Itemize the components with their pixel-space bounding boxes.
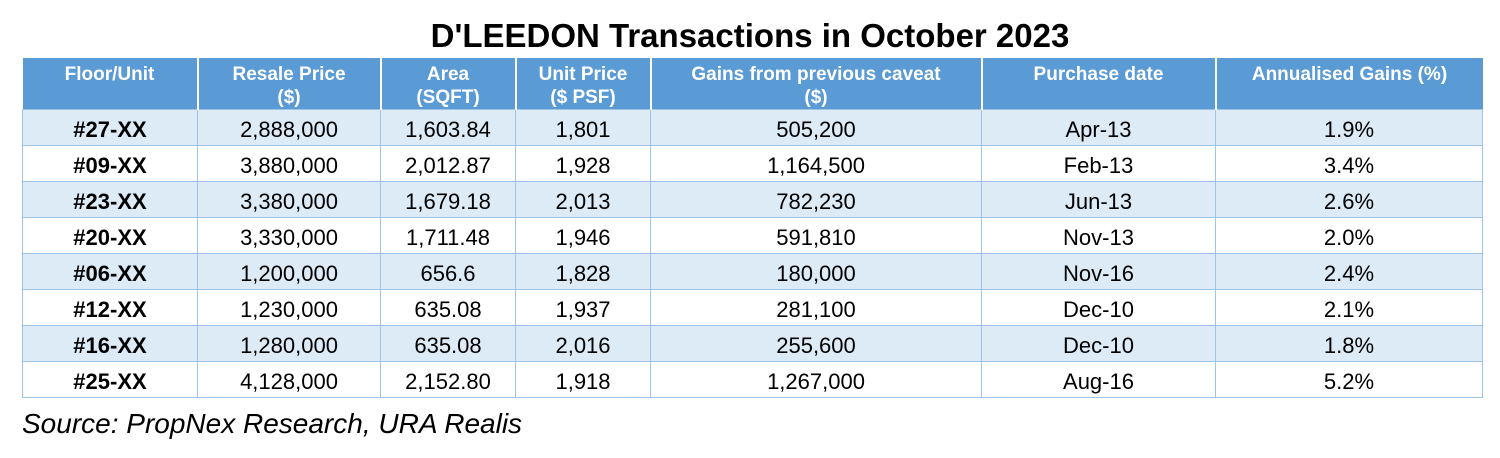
column-header: Area (SQFT): [379, 58, 516, 110]
column-header-label: Purchase date: [1033, 64, 1164, 85]
table-cell-unit: #25-XX: [22, 361, 198, 398]
column-header-unit: ($ PSF): [550, 87, 616, 108]
column-header: Gains from previous caveat ($): [649, 58, 982, 110]
table-cell-unit: #09-XX: [22, 145, 198, 182]
column-header-label: Annualised Gains (%): [1251, 64, 1448, 85]
table-row: #12-XX 1,230,000 635.08 1,937 281,100 Dec-10 2…: [22, 289, 1483, 326]
table-cell-unit: #06-XX: [22, 253, 198, 290]
column-header-label: Gains from previous caveat: [691, 64, 941, 85]
table-cell-unit: #23-XX: [22, 181, 198, 218]
table-cell: 1,928: [515, 145, 651, 182]
table-cell: 1,918: [515, 361, 651, 398]
table-cell: Aug-16: [981, 361, 1216, 398]
table-cell: 2,888,000: [197, 109, 381, 146]
table-cell: 3,330,000: [197, 217, 381, 254]
table-cell: 1,267,000: [650, 361, 982, 398]
table-cell: 180,000: [650, 253, 982, 290]
table-row: #09-XX 3,880,000 2,012.87 1,928 1,164,500 Feb…: [22, 145, 1483, 182]
table-cell: Feb-13: [981, 145, 1216, 182]
column-header-label: Area: [426, 64, 470, 85]
table-cell: 1,711.48: [380, 217, 516, 254]
column-header: Floor/Unit: [22, 58, 198, 110]
table-body: #27-XX 2,888,000 1,603.84 1,801 505,200 Apr-1…: [22, 109, 1483, 398]
table-cell: 3,380,000: [197, 181, 381, 218]
table-cell: 1,280,000: [197, 325, 381, 362]
table-cell: 635.08: [380, 325, 516, 362]
table-cell: 5.2%: [1215, 361, 1483, 398]
table-cell: 2,016: [515, 325, 651, 362]
table-cell: 1,801: [515, 109, 651, 146]
table-cell: Nov-13: [981, 217, 1216, 254]
table-cell: Jun-13: [981, 181, 1216, 218]
table-cell: 2.4%: [1215, 253, 1483, 290]
table-cell: 2,152.80: [380, 361, 516, 398]
table-row: #06-XX 1,200,000 656.6 1,828 180,000 Nov-16 2.…: [22, 253, 1483, 290]
table-cell: 1.8%: [1215, 325, 1483, 362]
table-cell-unit: #20-XX: [22, 217, 198, 254]
column-header: Purchase date: [980, 58, 1216, 110]
table-cell-unit: #27-XX: [22, 109, 198, 146]
table-cell: 1,937: [515, 289, 651, 326]
table-cell: 1,164,500: [650, 145, 982, 182]
table-cell: 782,230: [650, 181, 982, 218]
column-header: Resale Price ($): [196, 58, 381, 110]
column-header-label: Resale Price: [232, 64, 346, 85]
table-cell: 4,128,000: [197, 361, 381, 398]
source-note: Source: PropNex Research, URA Realis: [22, 408, 523, 439]
table-row: #20-XX 3,330,000 1,711.48 1,946 591,810 Nov-1…: [22, 217, 1483, 254]
table-cell: 591,810: [650, 217, 982, 254]
column-header: Unit Price ($ PSF): [514, 58, 651, 110]
table-row: #23-XX 3,380,000 1,679.18 2,013 782,230 Jun-1…: [22, 181, 1483, 218]
column-header: Annualised Gains (%): [1214, 58, 1483, 110]
table-cell: Apr-13: [981, 109, 1216, 146]
transactions-table: Floor/Unit Resale Price ($) Area (SQFT) Unit …: [22, 58, 1483, 398]
table-row: #16-XX 1,280,000 635.08 2,016 255,600 Dec-10 1…: [22, 325, 1483, 362]
table-cell: 656.6: [380, 253, 516, 290]
table-cell: 1,230,000: [197, 289, 381, 326]
column-header-unit: ($): [804, 87, 828, 108]
table-cell: Nov-16: [981, 253, 1216, 290]
table-cell: 2.6%: [1215, 181, 1483, 218]
table-row: #27-XX 2,888,000 1,603.84 1,801 505,200 Apr-1…: [22, 109, 1483, 146]
table-cell: 281,100: [650, 289, 982, 326]
table-cell: 255,600: [650, 325, 982, 362]
table-cell: 2.1%: [1215, 289, 1483, 326]
table-cell-unit: #16-XX: [22, 325, 198, 362]
table-cell: 2,013: [515, 181, 651, 218]
column-header-label: Unit Price: [538, 64, 628, 85]
table-cell: 1,946: [515, 217, 651, 254]
table-cell: 635.08: [380, 289, 516, 326]
table-cell: 1,603.84: [380, 109, 516, 146]
column-header-unit: ($): [277, 87, 301, 108]
table-cell: 2.0%: [1215, 217, 1483, 254]
table-cell: 2,012.87: [380, 145, 516, 182]
column-header-label: Floor/Unit: [64, 64, 155, 85]
table-cell: 3,880,000: [197, 145, 381, 182]
column-header-unit: (SQFT): [416, 87, 480, 108]
table-cell: Dec-10: [981, 289, 1216, 326]
table-cell: 3.4%: [1215, 145, 1483, 182]
table-cell: 1.9%: [1215, 109, 1483, 146]
page-title: D'LEEDON Transactions in October 2023: [430, 17, 1070, 54]
table-cell: 1,828: [515, 253, 651, 290]
table-cell-unit: #12-XX: [22, 289, 198, 326]
table-header-row: Floor/Unit Resale Price ($) Area (SQFT) Unit …: [22, 58, 1483, 110]
table-cell: 505,200: [650, 109, 982, 146]
table-cell: 1,200,000: [197, 253, 381, 290]
table-row: #25-XX 4,128,000 2,152.80 1,918 1,267,000 Aug…: [22, 361, 1483, 398]
table-cell: Dec-10: [981, 325, 1216, 362]
table-cell: 1,679.18: [380, 181, 516, 218]
